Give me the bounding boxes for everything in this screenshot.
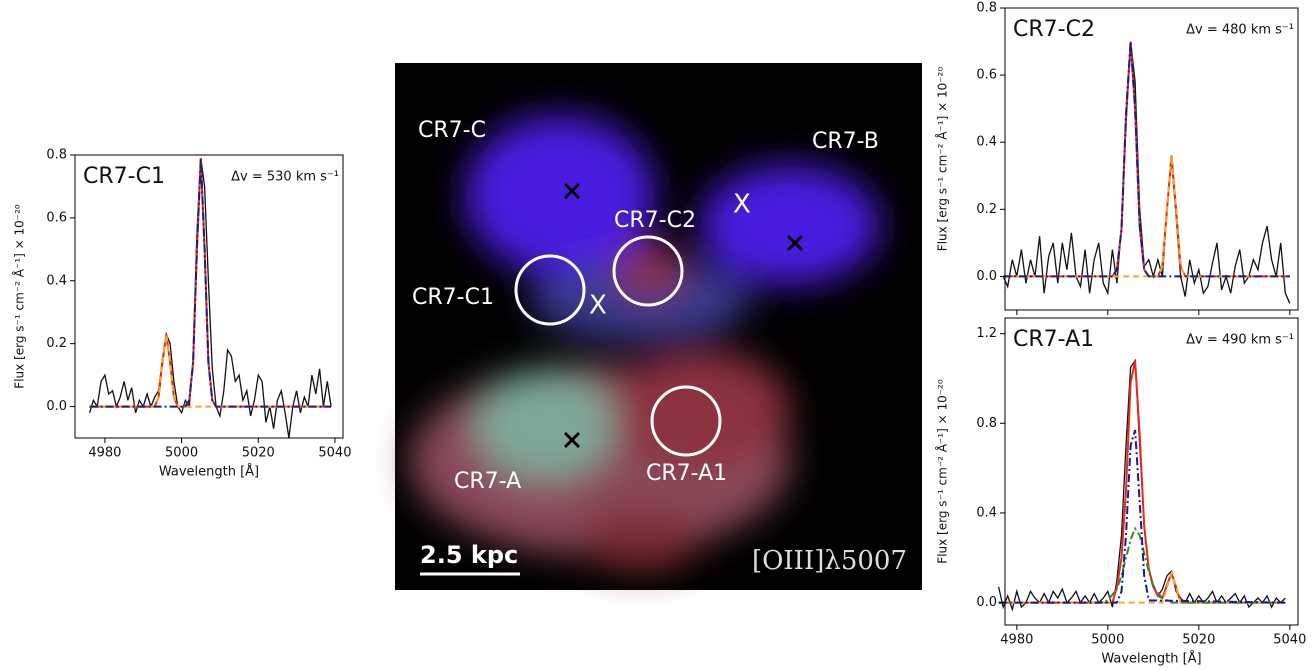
y-tick-label: 0.2: [46, 336, 67, 351]
axes-frame: [1004, 7, 1299, 311]
offset-mark: X: [589, 291, 607, 321]
y-tick-label: 1.2: [976, 326, 997, 341]
spectrum-line: [1003, 155, 1290, 278]
spectrum-line: [1003, 41, 1290, 278]
panel-title: CR7-A1: [1013, 327, 1094, 352]
spectrum-line: [89, 158, 332, 408]
region-label: CR7-C: [418, 118, 486, 143]
y-axis-label: Flux [erg s⁻¹ cm⁻² Å⁻¹] × 10⁻²⁰: [935, 379, 950, 564]
y-tick-label: 0.0: [976, 595, 997, 610]
x-tick-label: 5020: [242, 446, 275, 461]
x-tick-label: 4980: [88, 446, 121, 461]
region-label: CR7-C1: [412, 285, 494, 310]
x-tick-label: 5040: [318, 446, 351, 461]
y-tick-label: 0.8: [46, 148, 67, 163]
axes-frame: [1004, 317, 1299, 626]
panel-title: CR7-C1: [83, 164, 165, 189]
aperture: [612, 235, 684, 307]
aperture: [514, 254, 586, 326]
y-tick-label: 0.4: [976, 135, 997, 150]
x-tick-label: 5040: [1273, 633, 1306, 648]
spectrum-line: [998, 526, 1286, 604]
y-tick-label: 0.2: [976, 202, 997, 217]
panel-title: CR7-C2: [1013, 17, 1095, 42]
y-tick-label: 0.6: [976, 68, 997, 83]
region-label: CR7-A1: [646, 461, 727, 486]
spectrum-line: [998, 429, 1286, 604]
x-tick-label: 4980: [1000, 633, 1033, 648]
y-tick-label: 0.8: [976, 1, 997, 16]
x-tick-label: 5000: [1091, 633, 1124, 648]
spectrum-line: [89, 158, 332, 408]
x-tick-label: 5000: [165, 446, 198, 461]
y-axis-label: Flux [erg s⁻¹ cm⁻² Å⁻¹] × 10⁻²⁰: [935, 67, 950, 252]
y-tick-label: 0.6: [46, 210, 67, 225]
spectrum-line: [1003, 41, 1290, 278]
spectrum-panel: 0.0 0.2 0.4 0.6 0.8 4980 5000 5020 5040 Wavelengt…: [12, 148, 352, 480]
x-axis-label: Wavelength [Å]: [1101, 651, 1201, 667]
axes-frame: [74, 154, 344, 439]
aperture: [650, 385, 722, 457]
spectrum-line: [88, 158, 332, 439]
spectrum-line: [998, 570, 1286, 604]
y-tick-label: 0.0: [46, 399, 67, 414]
scale-bar-label: 2.5 kpc: [420, 541, 518, 569]
spectrum-line: [1002, 41, 1291, 304]
y-tick-label: 0.4: [976, 505, 997, 520]
region-label: CR7-A: [454, 469, 521, 494]
spectrum-panel: 0.0 0.2 0.4 0.6 0.8 Flux [erg s⁻¹ cm⁻² Å⁻¹] ×…: [935, 1, 1299, 315]
y-tick-label: 0.8: [976, 416, 997, 431]
centroid-markers: [563, 182, 804, 449]
velocity-offset: Δv = 490 km s⁻¹: [1186, 333, 1294, 348]
velocity-offset: Δv = 480 km s⁻¹: [1186, 23, 1294, 38]
offset-mark: X: [733, 190, 751, 220]
spectrum-line: [998, 360, 1286, 604]
x-tick-label: 5020: [1182, 633, 1215, 648]
spectrum-panel: 0.0 0.4 0.8 1.2 4980 5000 5020 5040 Wavelength […: [935, 317, 1306, 667]
velocity-offset: Δv = 530 km s⁻¹: [231, 170, 339, 185]
region-label: CR7-B: [812, 129, 879, 154]
image-panel: CR7-C CR7-B CR7-C2 CR7-C1 CR7-A1 CR7-A X…: [395, 63, 922, 590]
emission-map: [410, 115, 880, 570]
line-label: [OIII]λ5007: [752, 546, 907, 576]
y-tick-label: 0.0: [976, 269, 997, 284]
y-axis-label: Flux [erg s⁻¹ cm⁻² Å⁻¹] × 10⁻²⁰: [12, 204, 27, 389]
x-axis-label: Wavelength [Å]: [159, 464, 259, 480]
region-label: CR7-C2: [614, 208, 696, 233]
y-tick-label: 0.4: [46, 273, 67, 288]
